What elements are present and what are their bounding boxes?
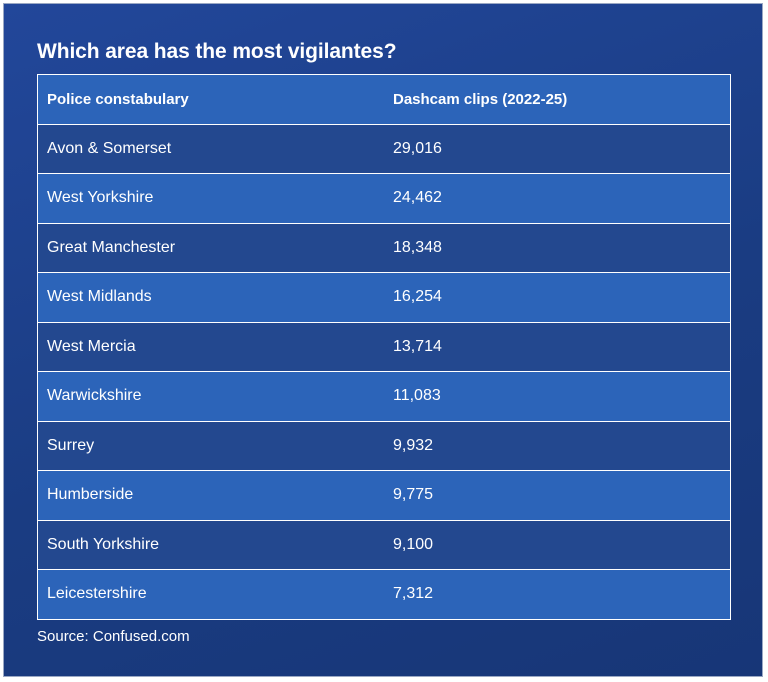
chart-panel: Which area has the most vigilantes? Poli… xyxy=(3,3,763,677)
cell-dashcam-clips: 9,775 xyxy=(393,486,434,504)
cell-constabulary: Surrey xyxy=(47,436,95,454)
cell-dashcam-clips: 29,016 xyxy=(393,139,442,157)
cell-dashcam-clips: 11,083 xyxy=(393,387,441,405)
column-header-constabulary: Police constabulary xyxy=(47,90,189,108)
cell-constabulary: Leicestershire xyxy=(47,585,147,603)
table-row: South Yorkshire 9,100 xyxy=(38,520,730,570)
table-row: Surrey 9,932 xyxy=(38,421,730,471)
table-row: West Mercia 13,714 xyxy=(38,322,730,372)
cell-dashcam-clips: 7,312 xyxy=(393,585,434,603)
table-row: Great Manchester 18,348 xyxy=(38,223,730,273)
cell-constabulary: Avon & Somerset xyxy=(47,139,172,157)
source-note: Source: Confused.com xyxy=(37,628,190,645)
table-row: Warwickshire 11,083 xyxy=(38,372,730,422)
cell-constabulary: West Mercia xyxy=(47,337,136,355)
column-header-dashcam-clips: Dashcam clips (2022-25) xyxy=(393,90,568,108)
table-row: West Yorkshire 24,462 xyxy=(38,174,730,224)
cell-dashcam-clips: 18,348 xyxy=(393,238,442,256)
cell-constabulary: South Yorkshire xyxy=(47,535,160,553)
table-row: Humberside 9,775 xyxy=(38,471,730,521)
cell-dashcam-clips: 24,462 xyxy=(393,189,442,207)
cell-constabulary: West Yorkshire xyxy=(47,189,154,207)
cell-dashcam-clips: 13,714 xyxy=(393,337,442,355)
cell-constabulary: West Midlands xyxy=(47,288,152,306)
data-table: Police constabulary Dashcam clips (2022-… xyxy=(37,74,731,620)
cell-dashcam-clips: 9,932 xyxy=(393,436,434,454)
cell-constabulary: Warwickshire xyxy=(47,387,142,405)
cell-dashcam-clips: 9,100 xyxy=(393,535,434,553)
table-header-row: Police constabulary Dashcam clips (2022-… xyxy=(38,75,730,125)
cell-dashcam-clips: 16,254 xyxy=(393,288,442,306)
table-row: West Midlands 16,254 xyxy=(38,273,730,323)
table-row: Leicestershire 7,312 xyxy=(38,570,730,620)
cell-constabulary: Humberside xyxy=(47,486,134,504)
chart-title: Which area has the most vigilantes? xyxy=(37,40,397,63)
table-row: Avon & Somerset 29,016 xyxy=(38,124,730,174)
cell-constabulary: Great Manchester xyxy=(47,238,176,256)
